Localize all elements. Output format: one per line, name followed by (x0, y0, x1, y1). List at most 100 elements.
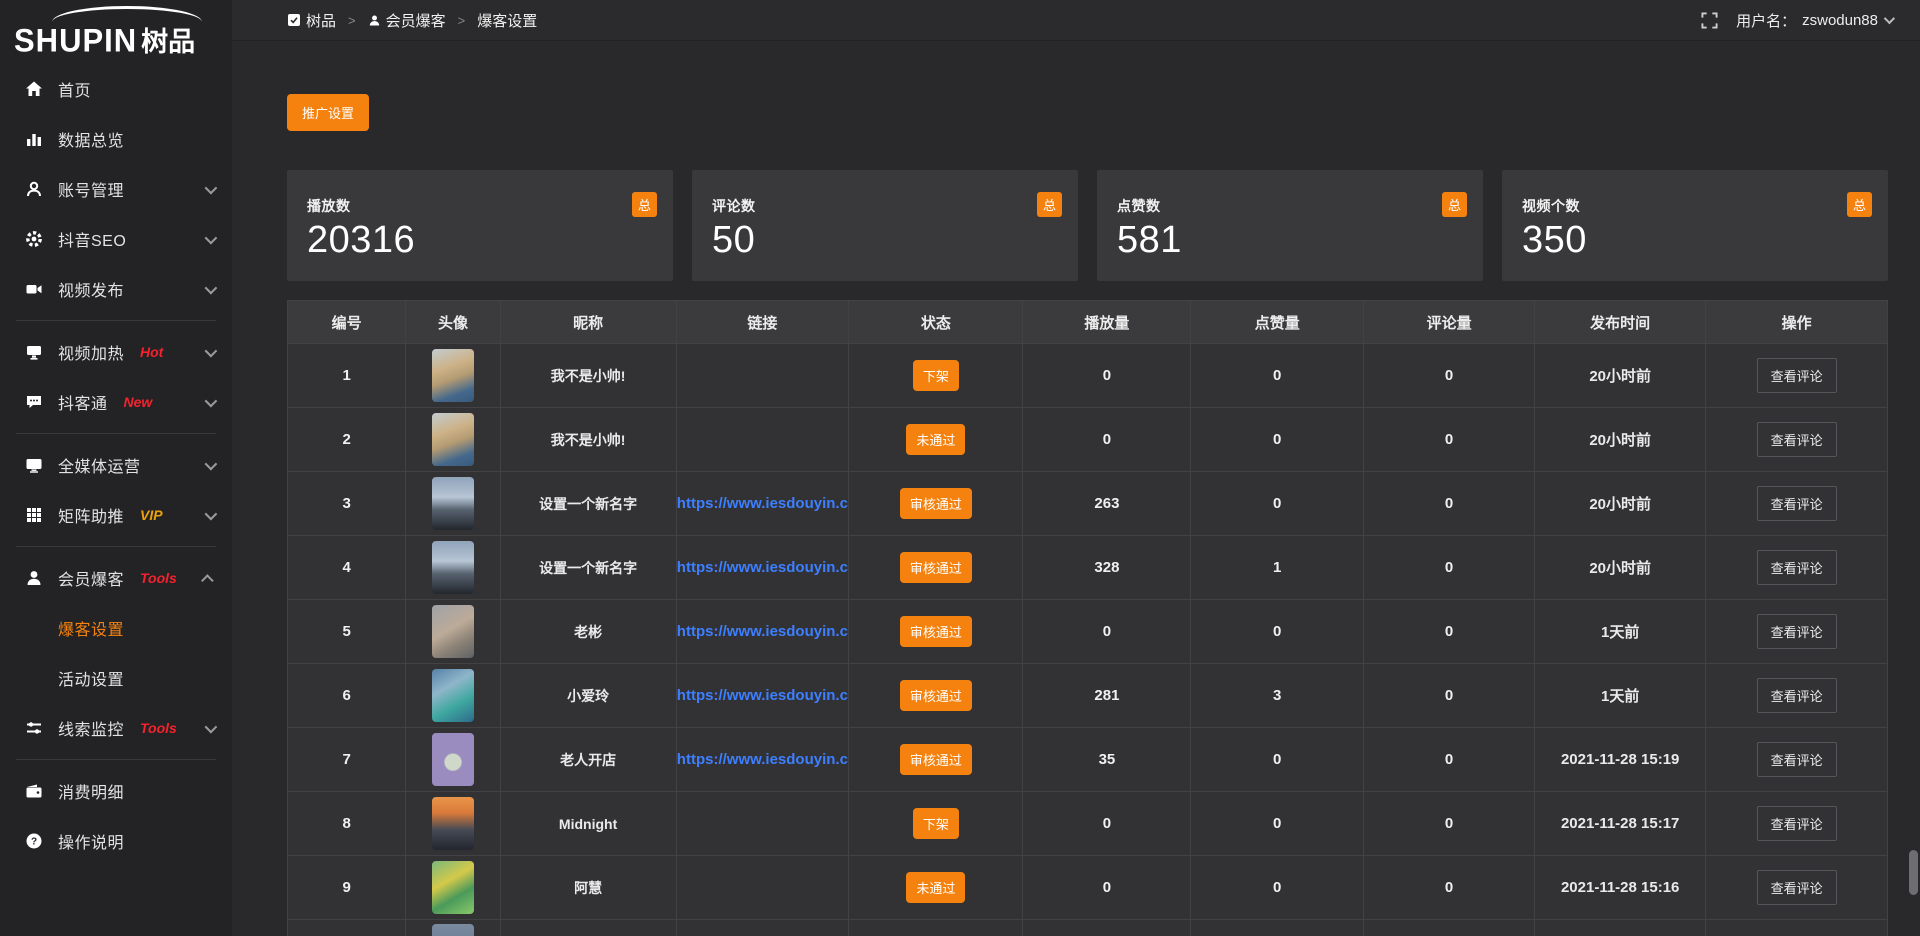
view-comments-button[interactable]: 查看评论 (1756, 678, 1837, 713)
sidebar-item-account-mgmt[interactable]: 账号管理 (0, 164, 232, 214)
stat-card-plays: 播放数 20316 总 (287, 170, 673, 281)
video-link[interactable]: https://www.iesdouyin.c (676, 495, 848, 512)
view-comments-button[interactable]: 查看评论 (1756, 614, 1837, 649)
view-comments-button[interactable]: 查看评论 (1756, 486, 1837, 521)
sidebar-item-label: 账号管理 (58, 183, 125, 200)
col-header-likes: 点赞量 (1191, 301, 1365, 343)
cell-plays: 0 (1023, 856, 1192, 919)
stat-card-comments: 评论数 50 总 (692, 170, 1078, 281)
cell-id: 4 (288, 536, 407, 599)
sidebar-item-video-publish[interactable]: 视频发布 (0, 264, 232, 314)
view-comments-button[interactable]: 查看评论 (1756, 550, 1837, 585)
cell-time: 20小时前 (1535, 408, 1707, 471)
cell-nickname: 设置一个新名字 (501, 472, 677, 535)
table-row: 4 设置一个新名字 https://www.iesdouyin.c 审核通过 3… (288, 536, 1887, 600)
tools-tag: Tools (140, 720, 177, 736)
stat-value: 350 (1522, 219, 1587, 261)
col-header-link: 链接 (676, 301, 850, 343)
cell-comments: 0 (1364, 600, 1536, 663)
sidebar-item-label: 操作说明 (58, 835, 125, 852)
cell-nickname: 我不是小帅! (501, 344, 677, 407)
table-header-row: 编号 头像 昵称 链接 状态 播放量 点赞量 评论量 发布时间 操作 (288, 301, 1887, 344)
sidebar-item-matrix-boost[interactable]: 矩阵助推 VIP (0, 490, 232, 540)
sidebar-item-member-baoke[interactable]: 会员爆客 Tools (0, 553, 232, 603)
cell-nickname: 设置一个新名字 (501, 536, 677, 599)
monitor-icon (24, 456, 43, 475)
sidebar-item-label: 视频加热 (58, 346, 125, 363)
status-badge[interactable]: 审核通过 (899, 616, 972, 647)
col-header-time: 发布时间 (1535, 301, 1707, 343)
stat-label: 播放数 (307, 198, 351, 214)
breadcrumb-label: 树品 (306, 12, 337, 30)
cell-id: 1 (288, 344, 407, 407)
table-row: 6 小爱玲 https://www.iesdouyin.c 审核通过 281 3… (288, 664, 1887, 728)
sidebar-item-label: 矩阵助推 (58, 509, 125, 526)
cell-time: 20小时前 (1535, 344, 1707, 407)
video-link[interactable]: https://www.iesdouyin.c (676, 687, 848, 704)
cell-id: 3 (288, 472, 407, 535)
new-tag: New (123, 394, 153, 410)
cell-comments: 0 (1364, 344, 1536, 407)
fullscreen-icon[interactable] (1701, 11, 1718, 29)
chevron-down-icon (204, 720, 218, 733)
cell-nickname: 阿慧 (501, 856, 677, 919)
chevron-down-icon (204, 394, 218, 407)
sidebar-item-instructions[interactable]: ? 操作说明 (0, 816, 232, 866)
sidebar-item-label: 全媒体运营 (58, 459, 141, 476)
sidebar-menu: 首页 数据总览 账号管理 抖音SEO 视频发布 (0, 58, 232, 866)
sidebar-item-clue-monitor[interactable]: 线索监控 Tools (0, 703, 232, 753)
wallet-icon (24, 782, 43, 801)
sidebar-item-douyin-seo[interactable]: 抖音SEO (0, 214, 232, 264)
breadcrumb-item-shupin[interactable]: 树品 (287, 10, 336, 31)
status-badge[interactable]: 审核通过 (899, 552, 972, 583)
sidebar-item-home[interactable]: 首页 (0, 64, 232, 114)
sidebar-item-all-media[interactable]: 全媒体运营 (0, 440, 232, 490)
view-comments-button[interactable]: 查看评论 (1756, 806, 1837, 841)
sidebar-subitem-activity-settings[interactable]: 活动设置 (0, 653, 232, 703)
member-icon (24, 569, 43, 588)
sidebar-subitem-label: 爆客设置 (58, 622, 125, 639)
cell-comments: 0 (1364, 856, 1536, 919)
sidebar-item-expense-detail[interactable]: 消费明细 (0, 766, 232, 816)
status-badge[interactable]: 未通过 (906, 424, 966, 455)
logo[interactable]: SHUPIN 树品 (0, 0, 232, 59)
status-badge[interactable]: 审核通过 (899, 488, 972, 519)
view-comments-button[interactable]: 查看评论 (1756, 742, 1837, 777)
total-badge: 总 (1442, 192, 1467, 217)
video-camera-icon (24, 280, 43, 299)
view-comments-button[interactable]: 查看评论 (1756, 422, 1837, 457)
sidebar-subitem-baoke-settings[interactable]: 爆客设置 (0, 603, 232, 653)
cell-nickname: 我不是小帅! (501, 408, 677, 471)
status-badge[interactable]: 审核通过 (899, 744, 972, 775)
status-badge[interactable]: 未通过 (906, 872, 966, 903)
promo-settings-button[interactable]: 推广设置 (287, 94, 370, 131)
user-menu[interactable]: 用户名： zswodun88 (1736, 10, 1896, 31)
status-badge[interactable]: 审核通过 (899, 680, 972, 711)
video-link[interactable]: https://www.iesdouyin.c (676, 751, 848, 768)
video-link[interactable]: https://www.iesdouyin.c (676, 559, 848, 576)
svg-text:?: ? (30, 837, 36, 848)
breadcrumb-item-baoke-settings[interactable]: 爆客设置 (477, 10, 537, 31)
person-icon (369, 15, 379, 26)
chevron-down-icon (204, 181, 218, 194)
table-row: 8 Midnight 下架 0 0 0 2021-11-28 15:17 查看评… (288, 792, 1887, 856)
chevron-down-icon (1883, 12, 1896, 25)
breadcrumb-item-member-baoke[interactable]: 会员爆客 (368, 10, 446, 31)
sidebar-item-label: 首页 (58, 83, 92, 100)
cell-time: 1天前 (1535, 664, 1707, 727)
cell-comments: 0 (1364, 792, 1536, 855)
vertical-scrollbar-thumb[interactable] (1909, 850, 1918, 895)
avatar (431, 477, 474, 530)
cell-id: 5 (288, 600, 407, 663)
view-comments-button[interactable]: 查看评论 (1756, 870, 1837, 905)
sidebar-item-data-overview[interactable]: 数据总览 (0, 114, 232, 164)
cell-likes: 0 (1191, 344, 1365, 407)
sidebar-item-video-heating[interactable]: 视频加热 Hot (0, 327, 232, 377)
avatar (431, 605, 474, 658)
video-link[interactable]: https://www.iesdouyin.c (676, 623, 848, 640)
status-badge[interactable]: 下架 (912, 360, 959, 391)
view-comments-button[interactable]: 查看评论 (1756, 358, 1837, 393)
status-badge[interactable]: 下架 (912, 808, 959, 839)
sidebar-item-douketong[interactable]: 抖客通 New (0, 377, 232, 427)
cell-comments: 0 (1364, 728, 1536, 791)
